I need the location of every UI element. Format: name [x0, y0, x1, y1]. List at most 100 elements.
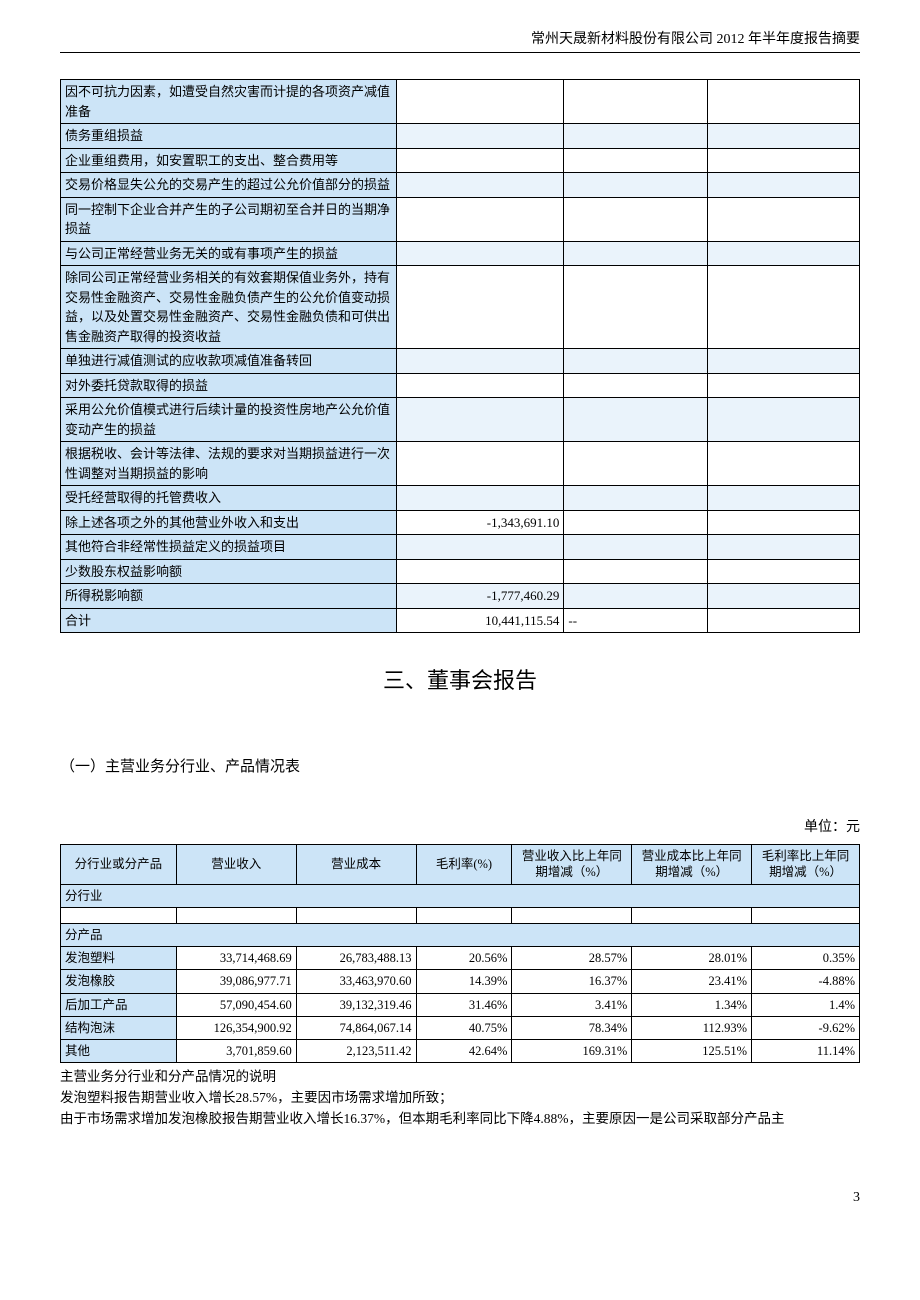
page-header: 常州天晟新材料股份有限公司 2012 年半年度报告摘要 — [60, 28, 860, 53]
item-value-1 — [396, 124, 564, 149]
item-label: 受托经营取得的托管费收入 — [61, 486, 397, 511]
item-value-2 — [564, 241, 708, 266]
product-name: 发泡塑料 — [61, 947, 177, 970]
item-label: 与公司正常经营业务无关的或有事项产生的损益 — [61, 241, 397, 266]
item-label: 企业重组费用，如安置职工的支出、整合费用等 — [61, 148, 397, 173]
item-value-1 — [396, 241, 564, 266]
cost: 26,783,488.13 — [296, 947, 416, 970]
item-value-3 — [708, 241, 860, 266]
column-header: 毛利率比上年同期增减（%） — [752, 845, 860, 885]
gross-margin: 31.46% — [416, 993, 512, 1016]
cost-change: 112.93% — [632, 1016, 752, 1039]
category-row: 分行业 — [61, 884, 860, 907]
cost-change: 23.41% — [632, 970, 752, 993]
item-value-2 — [564, 559, 708, 584]
item-value-1 — [396, 486, 564, 511]
item-value-1 — [396, 535, 564, 560]
item-value-2 — [564, 197, 708, 241]
product-name: 其他 — [61, 1040, 177, 1063]
item-value-1 — [396, 266, 564, 349]
item-label: 对外委托贷款取得的损益 — [61, 373, 397, 398]
column-header: 营业成本 — [296, 845, 416, 885]
item-value-2 — [564, 80, 708, 124]
item-value-3 — [708, 510, 860, 535]
cost: 33,463,970.60 — [296, 970, 416, 993]
item-label: 合计 — [61, 608, 397, 633]
item-value-1: 10,441,115.54 — [396, 608, 564, 633]
nonrecurring-items-table: 因不可抗力因素，如遭受自然灾害而计提的各项资产减值准备债务重组损益企业重组费用，… — [60, 79, 860, 633]
item-value-1 — [396, 349, 564, 374]
item-value-3 — [708, 148, 860, 173]
item-value-3 — [708, 535, 860, 560]
page-number: 3 — [60, 1190, 860, 1206]
item-value-1: -1,777,460.29 — [396, 584, 564, 609]
item-value-1 — [396, 148, 564, 173]
item-value-2 — [564, 510, 708, 535]
column-header: 营业收入 — [176, 845, 296, 885]
item-value-3 — [708, 584, 860, 609]
item-value-3 — [708, 124, 860, 149]
item-value-3 — [708, 349, 860, 374]
item-value-3 — [708, 559, 860, 584]
item-value-3 — [708, 266, 860, 349]
column-header: 分行业或分产品 — [61, 845, 177, 885]
item-value-3 — [708, 197, 860, 241]
item-value-2 — [564, 173, 708, 198]
item-value-3 — [708, 442, 860, 486]
item-value-2 — [564, 124, 708, 149]
item-value-1 — [396, 398, 564, 442]
item-label: 因不可抗力因素，如遭受自然灾害而计提的各项资产减值准备 — [61, 80, 397, 124]
item-value-2 — [564, 398, 708, 442]
notes-block: 主营业务分行业和分产品情况的说明发泡塑料报告期营业收入增长28.57%，主要因市… — [60, 1067, 860, 1130]
item-label: 所得税影响额 — [61, 584, 397, 609]
item-label: 除上述各项之外的其他营业外收入和支出 — [61, 510, 397, 535]
revenue: 126,354,900.92 — [176, 1016, 296, 1039]
subsection-title: （一）主营业务分行业、产品情况表 — [60, 755, 860, 776]
item-label: 同一控制下企业合并产生的子公司期初至合并日的当期净损益 — [61, 197, 397, 241]
note-line: 主营业务分行业和分产品情况的说明 — [60, 1067, 860, 1088]
note-line: 由于市场需求增加发泡橡胶报告期营业收入增长16.37%，但本期毛利率同比下降4.… — [60, 1109, 860, 1130]
item-value-3 — [708, 373, 860, 398]
column-header: 营业成本比上年同期增减（%） — [632, 845, 752, 885]
item-value-2 — [564, 349, 708, 374]
item-value-2 — [564, 486, 708, 511]
revenue: 33,714,468.69 — [176, 947, 296, 970]
item-label: 采用公允价值模式进行后续计量的投资性房地产公允价值变动产生的损益 — [61, 398, 397, 442]
revenue-change: 28.57% — [512, 947, 632, 970]
revenue-change: 16.37% — [512, 970, 632, 993]
product-name: 发泡橡胶 — [61, 970, 177, 993]
gross-margin: 20.56% — [416, 947, 512, 970]
column-header: 毛利率(%) — [416, 845, 512, 885]
cost: 2,123,511.42 — [296, 1040, 416, 1063]
margin-change: 0.35% — [752, 947, 860, 970]
gross-margin: 42.64% — [416, 1040, 512, 1063]
note-line: 发泡塑料报告期营业收入增长28.57%，主要因市场需求增加所致； — [60, 1088, 860, 1109]
item-value-1 — [396, 197, 564, 241]
item-value-2 — [564, 373, 708, 398]
cost-change: 125.51% — [632, 1040, 752, 1063]
revenue-change: 169.31% — [512, 1040, 632, 1063]
item-label: 根据税收、会计等法律、法规的要求对当期损益进行一次性调整对当期损益的影响 — [61, 442, 397, 486]
item-value-3 — [708, 608, 860, 633]
item-label: 单独进行减值测试的应收款项减值准备转回 — [61, 349, 397, 374]
item-value-3 — [708, 398, 860, 442]
gross-margin: 14.39% — [416, 970, 512, 993]
item-value-2 — [564, 442, 708, 486]
column-header: 营业收入比上年同期增减（%） — [512, 845, 632, 885]
item-value-1 — [396, 442, 564, 486]
category-row: 分产品 — [61, 923, 860, 946]
unit-label: 单位：元 — [60, 816, 860, 836]
cost-change: 1.34% — [632, 993, 752, 1016]
item-label: 债务重组损益 — [61, 124, 397, 149]
cost: 74,864,067.14 — [296, 1016, 416, 1039]
product-name: 结构泡沫 — [61, 1016, 177, 1039]
item-value-1 — [396, 559, 564, 584]
cost: 39,132,319.46 — [296, 993, 416, 1016]
section-title: 三、董事会报告 — [60, 663, 860, 695]
revenue-change: 78.34% — [512, 1016, 632, 1039]
revenue: 39,086,977.71 — [176, 970, 296, 993]
margin-change: -9.62% — [752, 1016, 860, 1039]
item-value-2 — [564, 266, 708, 349]
cost-change: 28.01% — [632, 947, 752, 970]
margin-change: 1.4% — [752, 993, 860, 1016]
